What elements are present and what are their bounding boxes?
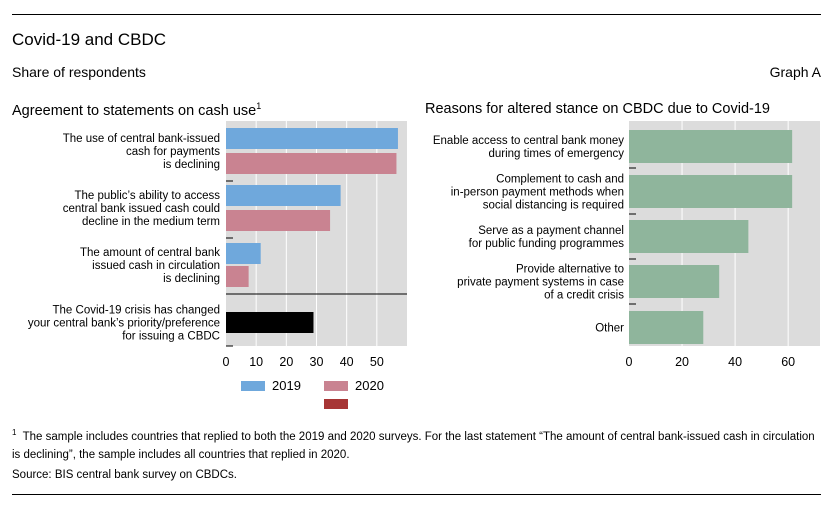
legend-label-2020: 2020	[355, 378, 384, 393]
legend-swatch-2020-priority	[324, 399, 348, 409]
left-panel-title-text: Agreement to statements on cash use	[12, 102, 257, 119]
right-category-label-4: Other	[595, 323, 624, 335]
left-bar-2020-0	[226, 153, 397, 174]
left-category-label-3: The Covid-19 crisis has changed your cent…	[28, 305, 220, 343]
left-category-label-1: The public’s ability to access central ba…	[63, 190, 221, 228]
right-bar-4	[629, 311, 704, 344]
left-x-tick-label: 10	[249, 355, 263, 369]
left-x-tick-label: 20	[279, 355, 293, 369]
page-subtitle: Share of respondents	[12, 64, 146, 80]
right-category-label-1: Complement to cash and in-person payment …	[451, 174, 624, 212]
right-bar-2	[629, 220, 749, 253]
right-bar-3	[629, 265, 720, 298]
right-x-tick-label: 20	[675, 355, 689, 369]
right-panel-title: Reasons for altered stance on CBDC due t…	[425, 101, 770, 117]
left-x-tick-label: 0	[223, 355, 230, 369]
bottom-rule	[12, 494, 821, 495]
legend-swatch-2020	[324, 381, 348, 391]
left-bar-2020-2	[226, 266, 249, 287]
left-x-tick-label: 50	[370, 355, 384, 369]
right-x-tick-label: 40	[728, 355, 742, 369]
right-category-label-2: Serve as a payment channel for public fun…	[469, 225, 625, 250]
source-note: Source: BIS central bank survey on CBDCs…	[12, 469, 237, 481]
right-category-label-0: Enable access to central bank money durin…	[433, 135, 624, 160]
left-x-tick-label: 30	[310, 355, 324, 369]
footnote-marker: 1	[12, 428, 17, 437]
left-bar-2020-1	[226, 210, 331, 231]
left-category-label-0: The use of central bank-issued cash for p…	[63, 133, 221, 171]
left-panel-title: Agreement to statements on cash use1	[12, 101, 261, 119]
left-category-label-2: The amount of central bank issued cash in…	[80, 247, 220, 285]
right-x-tick-label: 0	[626, 355, 633, 369]
footnote: 1 The sample includes countries that rep…	[12, 424, 824, 464]
right-category-label-3: Provide alternative to private payment sy…	[457, 264, 624, 302]
left-bar-2019-2	[226, 243, 261, 264]
legend-label-2019: 2019	[272, 378, 301, 393]
page-title: Covid-19 and CBDC	[12, 30, 167, 49]
left-x-tick-label: 40	[340, 355, 354, 369]
right-bar-1	[629, 175, 793, 208]
left-bar-2019-1	[226, 185, 341, 206]
left-bar-2020-3	[226, 312, 314, 333]
top-rule	[12, 14, 821, 15]
footnote-text: The sample includes countries that repli…	[12, 430, 815, 461]
legend-swatch-2019	[241, 381, 265, 391]
graph-label: Graph A	[769, 64, 821, 80]
left-panel-title-marker: 1	[256, 101, 262, 111]
right-bar-0	[629, 130, 793, 163]
left-bar-2019-0	[226, 128, 398, 149]
right-x-tick-label: 60	[781, 355, 795, 369]
